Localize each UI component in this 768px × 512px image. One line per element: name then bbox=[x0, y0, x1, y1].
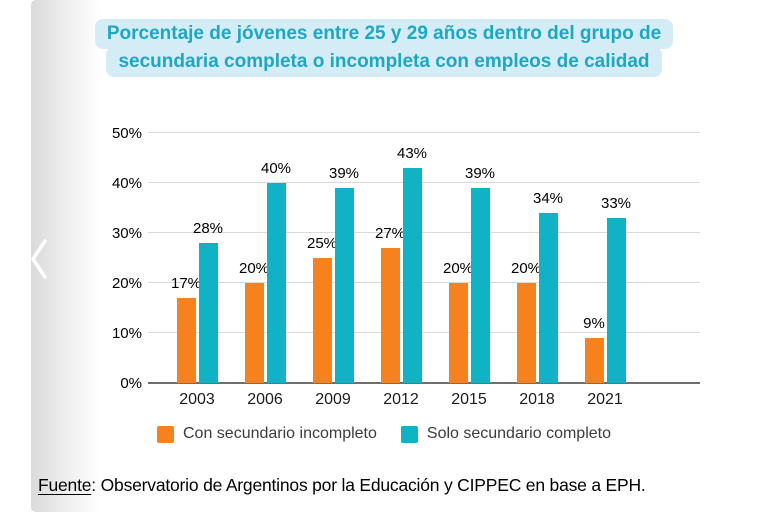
bar-solo-secundario-completo-2009: 39% bbox=[329, 165, 359, 383]
y-tick-label: 30% bbox=[111, 225, 142, 242]
value-label: 9% bbox=[583, 315, 605, 332]
legend-color-swatch-icon bbox=[400, 425, 418, 443]
bar-solo-secundario-completo-2021: 33% bbox=[601, 195, 631, 383]
x-tick-label: 2018 bbox=[519, 391, 555, 408]
bar-con-secundario-incompleto-2006: 20% bbox=[239, 260, 269, 383]
bar-solo-secundario-completo-2018: 34% bbox=[533, 190, 563, 383]
bar-solo-secundario-completo-2003: 28% bbox=[193, 220, 223, 383]
x-axis-baseline bbox=[148, 382, 700, 384]
bar-group-2012: 27% 43% bbox=[375, 145, 427, 383]
x-tick-label: 2003 bbox=[179, 391, 215, 408]
value-label: 40% bbox=[260, 160, 292, 177]
bar-solo-secundario-completo-2012: 43% bbox=[397, 145, 427, 383]
x-tick-label: 2021 bbox=[587, 391, 623, 408]
x-tick-label: 2006 bbox=[247, 391, 283, 408]
legend-color-swatch-icon bbox=[157, 425, 174, 443]
chevron-left-icon bbox=[31, 239, 47, 279]
y-tick-label: 10% bbox=[111, 325, 142, 342]
gridline bbox=[148, 232, 700, 233]
gridline bbox=[148, 332, 700, 333]
y-tick-label: 50% bbox=[111, 125, 142, 142]
gridline bbox=[148, 132, 700, 133]
bar-group-2009: 25% 39% bbox=[307, 165, 359, 383]
legend-item-label: Solo secundario completo bbox=[426, 425, 611, 442]
bar-con-secundario-incompleto-2003: 17% bbox=[171, 275, 201, 383]
value-label: 39% bbox=[328, 165, 360, 182]
bar-con-secundario-incompleto-2009: 25% bbox=[307, 235, 337, 383]
source-text: : Observatorio de Argentinos por la Educ… bbox=[91, 475, 646, 495]
bar-con-secundario-incompleto-2021: 9% bbox=[583, 315, 605, 383]
source-note: Fuente: Observatorio de Argentinos por l… bbox=[38, 475, 646, 496]
bar-group-2003: 17% 28% bbox=[171, 220, 223, 383]
value-label: 34% bbox=[532, 190, 564, 207]
chart-legend: Con secundario incompleto Solo secundario… bbox=[0, 425, 768, 443]
gridline bbox=[148, 182, 700, 183]
source-label: Fuente bbox=[38, 475, 92, 495]
chart-title: Porcentaje de jóvenes entre 25 y 29 años… bbox=[0, 19, 768, 77]
bar-group-2021: 9% 33% bbox=[583, 195, 631, 383]
value-label: 20% bbox=[238, 260, 270, 277]
x-tick-label: 2009 bbox=[315, 391, 351, 408]
gridline bbox=[148, 282, 700, 283]
value-label: 17% bbox=[170, 275, 202, 292]
bar-group-2018: 20% 34% bbox=[511, 190, 563, 383]
y-tick-label: 20% bbox=[111, 275, 142, 292]
legend-item-label: Con secundario incompleto bbox=[183, 425, 377, 442]
bar-solo-secundario-completo-2006: 40% bbox=[261, 160, 291, 383]
legend-item-solo-secundario-completo: Solo secundario completo bbox=[400, 425, 611, 443]
x-tick-label: 2012 bbox=[383, 391, 419, 408]
y-tick-label: 40% bbox=[111, 175, 142, 192]
bar-group-2015: 20% 39% bbox=[443, 165, 495, 383]
x-tick-label: 2015 bbox=[451, 391, 487, 408]
bar-con-secundario-incompleto-2015: 20% bbox=[443, 260, 473, 383]
value-label: 25% bbox=[306, 235, 338, 252]
value-label: 27% bbox=[374, 225, 406, 242]
bar-con-secundario-incompleto-2018: 20% bbox=[511, 260, 541, 383]
value-label: 33% bbox=[600, 195, 632, 212]
chart-title-line1: Porcentaje de jóvenes entre 25 y 29 años… bbox=[94, 19, 674, 49]
carousel-prev-button[interactable] bbox=[25, 236, 55, 282]
value-label: 20% bbox=[442, 260, 474, 277]
chart-title-line2: secundaria completa o incompleta con emp… bbox=[106, 47, 662, 77]
bar-group-2006: 20% 40% bbox=[239, 160, 291, 383]
y-axis-labels: 0% 10% 20% 30% 40% 50% bbox=[94, 125, 142, 392]
value-label: 43% bbox=[396, 145, 428, 162]
bar-solo-secundario-completo-2015: 39% bbox=[465, 165, 495, 383]
bar-con-secundario-incompleto-2012: 27% bbox=[375, 225, 405, 383]
value-label: 20% bbox=[510, 260, 542, 277]
value-label: 39% bbox=[464, 165, 496, 182]
plot-area: 17% 28% 2003 20% 40% 2006 25% 39% 2009 27% 43% 2012… bbox=[148, 132, 700, 408]
y-tick-label: 0% bbox=[120, 375, 142, 392]
legend-item-con-secundario-incompleto: Con secundario incompleto bbox=[157, 425, 377, 443]
value-label: 28% bbox=[192, 220, 224, 237]
carousel-left-gradient bbox=[31, 0, 101, 512]
